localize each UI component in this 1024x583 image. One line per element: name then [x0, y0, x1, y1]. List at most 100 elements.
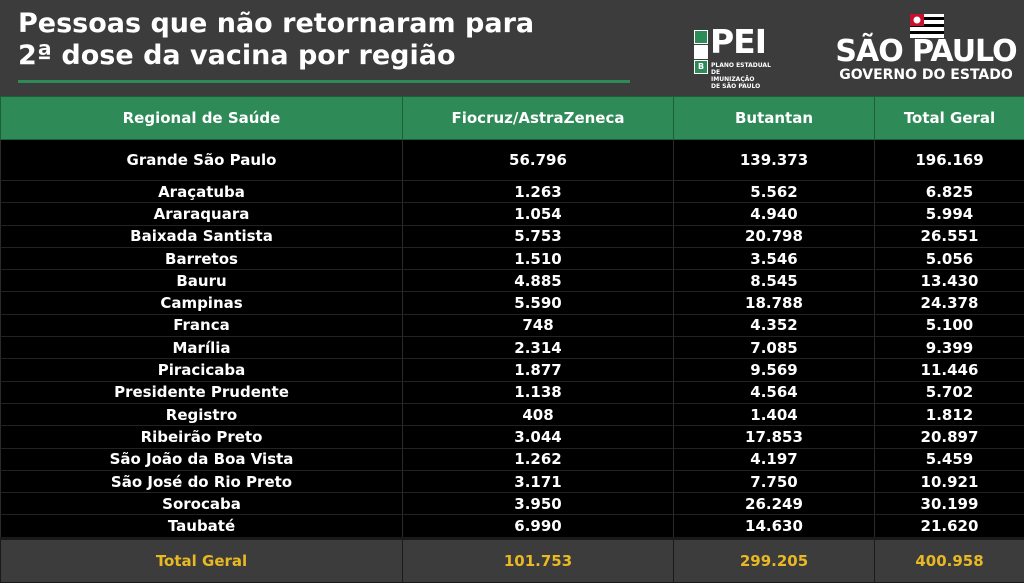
cell-butantan: 1.404 — [674, 403, 875, 425]
sp-government-label: GOVERNO DO ESTADO — [832, 67, 1020, 83]
cell-regional: Sorocaba — [1, 493, 403, 515]
cell-astrazeneca: 1.262 — [403, 448, 674, 470]
header: Pessoas que não retornaram para 2ª dose … — [0, 0, 1024, 96]
cell-regional: São José do Rio Preto — [1, 470, 403, 492]
cell-butantan: 7.750 — [674, 470, 875, 492]
cell-regional: Presidente Prudente — [1, 381, 403, 403]
cell-regional: Registro — [1, 403, 403, 425]
cell-astrazeneca: 1.510 — [403, 247, 674, 269]
page-title: Pessoas que não retornaram para 2ª dose … — [18, 8, 658, 72]
cell-astrazeneca: 1.877 — [403, 359, 674, 381]
cell-butantan: 3.546 — [674, 247, 875, 269]
total-astrazeneca: 101.753 — [403, 538, 674, 582]
cell-total: 1.812 — [875, 403, 1024, 425]
cell-total: 13.430 — [875, 270, 1024, 292]
cell-regional: Araçatuba — [1, 181, 403, 203]
cell-butantan: 20.798 — [674, 225, 875, 247]
cell-astrazeneca: 408 — [403, 403, 674, 425]
cell-total: 5.459 — [875, 448, 1024, 470]
total-butantan: 299.205 — [674, 538, 875, 582]
cell-butantan: 14.630 — [674, 515, 875, 538]
cell-total: 5.056 — [875, 247, 1024, 269]
cell-butantan: 4.352 — [674, 314, 875, 336]
cell-butantan: 5.562 — [674, 181, 875, 203]
cell-astrazeneca: 6.990 — [403, 515, 674, 538]
sp-name: SÃO PAULO — [832, 36, 1020, 68]
header-astrazeneca: Fiocruz/AstraZeneca — [403, 97, 674, 140]
header-butantan: Butantan — [674, 97, 875, 140]
total-label: Total Geral — [1, 538, 403, 582]
cell-butantan: 18.788 — [674, 292, 875, 314]
cell-total: 26.551 — [875, 225, 1024, 247]
pei-subtitle-line-2: IMUNIZAÇÃO — [711, 76, 781, 83]
total-geral: 400.958 — [875, 538, 1024, 582]
cell-butantan: 8.545 — [674, 270, 875, 292]
cell-regional: Baixada Santista — [1, 225, 403, 247]
cell-total: 10.921 — [875, 470, 1024, 492]
cell-total: 30.199 — [875, 493, 1024, 515]
pei-logo: B PEI PLANO ESTADUAL DE IMUNIZAÇÃO DE SÃ… — [694, 28, 778, 82]
cell-total: 11.446 — [875, 359, 1024, 381]
cell-astrazeneca: 3.044 — [403, 426, 674, 448]
pei-subtitle-line-1: PLANO ESTADUAL DE — [711, 62, 781, 76]
cell-astrazeneca: 1.054 — [403, 203, 674, 225]
cell-astrazeneca: 5.590 — [403, 292, 674, 314]
cell-astrazeneca: 1.263 — [403, 181, 674, 203]
cell-astrazeneca: 5.753 — [403, 225, 674, 247]
pei-wordmark: PEI — [710, 24, 766, 60]
cell-regional: Campinas — [1, 292, 403, 314]
header-total: Total Geral — [875, 97, 1024, 140]
cell-total: 24.378 — [875, 292, 1024, 314]
cell-regional: Piracicaba — [1, 359, 403, 381]
cell-regional: Grande São Paulo — [1, 140, 403, 181]
title-line-1: Pessoas que não retornaram para — [18, 8, 658, 40]
table-total-row: Total Geral 101.753 299.205 400.958 — [1, 538, 1024, 582]
cell-total: 5.702 — [875, 381, 1024, 403]
header-regional: Regional de Saúde — [1, 97, 403, 140]
cell-astrazeneca: 1.138 — [403, 381, 674, 403]
cell-regional: Araraquara — [1, 203, 403, 225]
pei-bars-icon: B — [694, 30, 708, 76]
cell-butantan: 7.085 — [674, 337, 875, 359]
cell-total: 5.100 — [875, 314, 1024, 336]
cell-butantan: 4.564 — [674, 381, 875, 403]
cell-regional: Taubaté — [1, 515, 403, 538]
pei-subtitle-line-3: DE SÃO PAULO — [711, 83, 781, 90]
cell-regional: São João da Boa Vista — [1, 448, 403, 470]
cell-total: 6.825 — [875, 181, 1024, 203]
cell-butantan: 4.197 — [674, 448, 875, 470]
table-header-row: Regional de Saúde Fiocruz/AstraZeneca Bu… — [1, 97, 1024, 140]
title-line-2: 2ª dose da vacina por região — [18, 40, 658, 72]
cell-total: 9.399 — [875, 337, 1024, 359]
cell-total: 21.620 — [875, 515, 1024, 538]
cell-butantan: 4.940 — [674, 203, 875, 225]
cell-butantan: 26.249 — [674, 493, 875, 515]
pei-subtitle: PLANO ESTADUAL DE IMUNIZAÇÃO DE SÃO PAUL… — [711, 62, 781, 90]
cell-astrazeneca: 56.796 — [403, 140, 674, 181]
cell-regional: Barretos — [1, 247, 403, 269]
cell-regional: Ribeirão Preto — [1, 426, 403, 448]
cell-total: 196.169 — [875, 140, 1024, 181]
sao-paulo-logo: SÃO PAULO GOVERNO DO ESTADO — [832, 14, 1020, 84]
cell-butantan: 17.853 — [674, 426, 875, 448]
cell-total: 5.994 — [875, 203, 1024, 225]
cell-astrazeneca: 3.171 — [403, 470, 674, 492]
cell-regional: Bauru — [1, 270, 403, 292]
vaccine-table: Regional de Saúde Fiocruz/AstraZeneca Bu… — [0, 96, 1024, 583]
cell-astrazeneca: 4.885 — [403, 270, 674, 292]
cell-astrazeneca: 2.314 — [403, 337, 674, 359]
cell-regional: Franca — [1, 314, 403, 336]
